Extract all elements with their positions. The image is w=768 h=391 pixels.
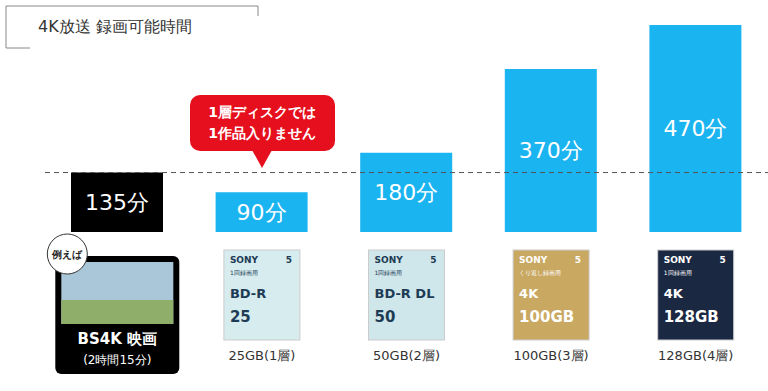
svg-text:BS4K 映画: BS4K 映画 [78, 330, 158, 348]
svg-text:50GB(2層): 50GB(2層) [373, 348, 440, 363]
svg-text:SONY: SONY [230, 255, 259, 265]
svg-text:BD-R DL: BD-R DL [375, 286, 435, 301]
svg-text:470分: 470分 [663, 116, 727, 141]
svg-text:100GB: 100GB [519, 308, 574, 326]
svg-text:4K: 4K [664, 286, 684, 301]
svg-text:(2時間15分): (2時間15分) [83, 353, 151, 367]
svg-text:くり返し録画用: くり返し録画用 [519, 269, 561, 277]
svg-text:SONY: SONY [375, 255, 404, 265]
svg-text:1回録画用: 1回録画用 [664, 269, 692, 276]
svg-text:5: 5 [286, 255, 292, 265]
svg-text:5: 5 [575, 255, 581, 265]
svg-text:BD-R: BD-R [230, 286, 266, 301]
svg-text:370分: 370分 [519, 138, 583, 163]
svg-text:50: 50 [375, 308, 396, 326]
svg-text:5: 5 [719, 255, 725, 265]
svg-text:SONY: SONY [519, 255, 548, 265]
svg-text:180分: 180分 [374, 180, 438, 205]
svg-text:例えば: 例えば [51, 249, 83, 260]
svg-text:135分: 135分 [85, 190, 149, 215]
svg-text:25: 25 [230, 308, 251, 326]
svg-text:SONY: SONY [664, 255, 693, 265]
svg-text:1層ディスクでは: 1層ディスクでは [208, 104, 316, 120]
svg-text:128GB: 128GB [664, 308, 719, 326]
svg-text:128GB(4層): 128GB(4層) [658, 348, 733, 363]
svg-text:1作品入りません: 1作品入りません [208, 125, 316, 141]
svg-text:1回録画用: 1回録画用 [230, 269, 258, 276]
svg-text:1回録画用: 1回録画用 [375, 269, 403, 276]
svg-text:5: 5 [430, 255, 436, 265]
svg-text:4K: 4K [519, 286, 539, 301]
svg-text:4K放送 録画可能時間: 4K放送 録画可能時間 [38, 17, 192, 36]
svg-text:90分: 90分 [237, 200, 287, 225]
svg-text:100GB(3層): 100GB(3層) [513, 348, 588, 363]
svg-text:25GB(1層): 25GB(1層) [228, 348, 295, 363]
